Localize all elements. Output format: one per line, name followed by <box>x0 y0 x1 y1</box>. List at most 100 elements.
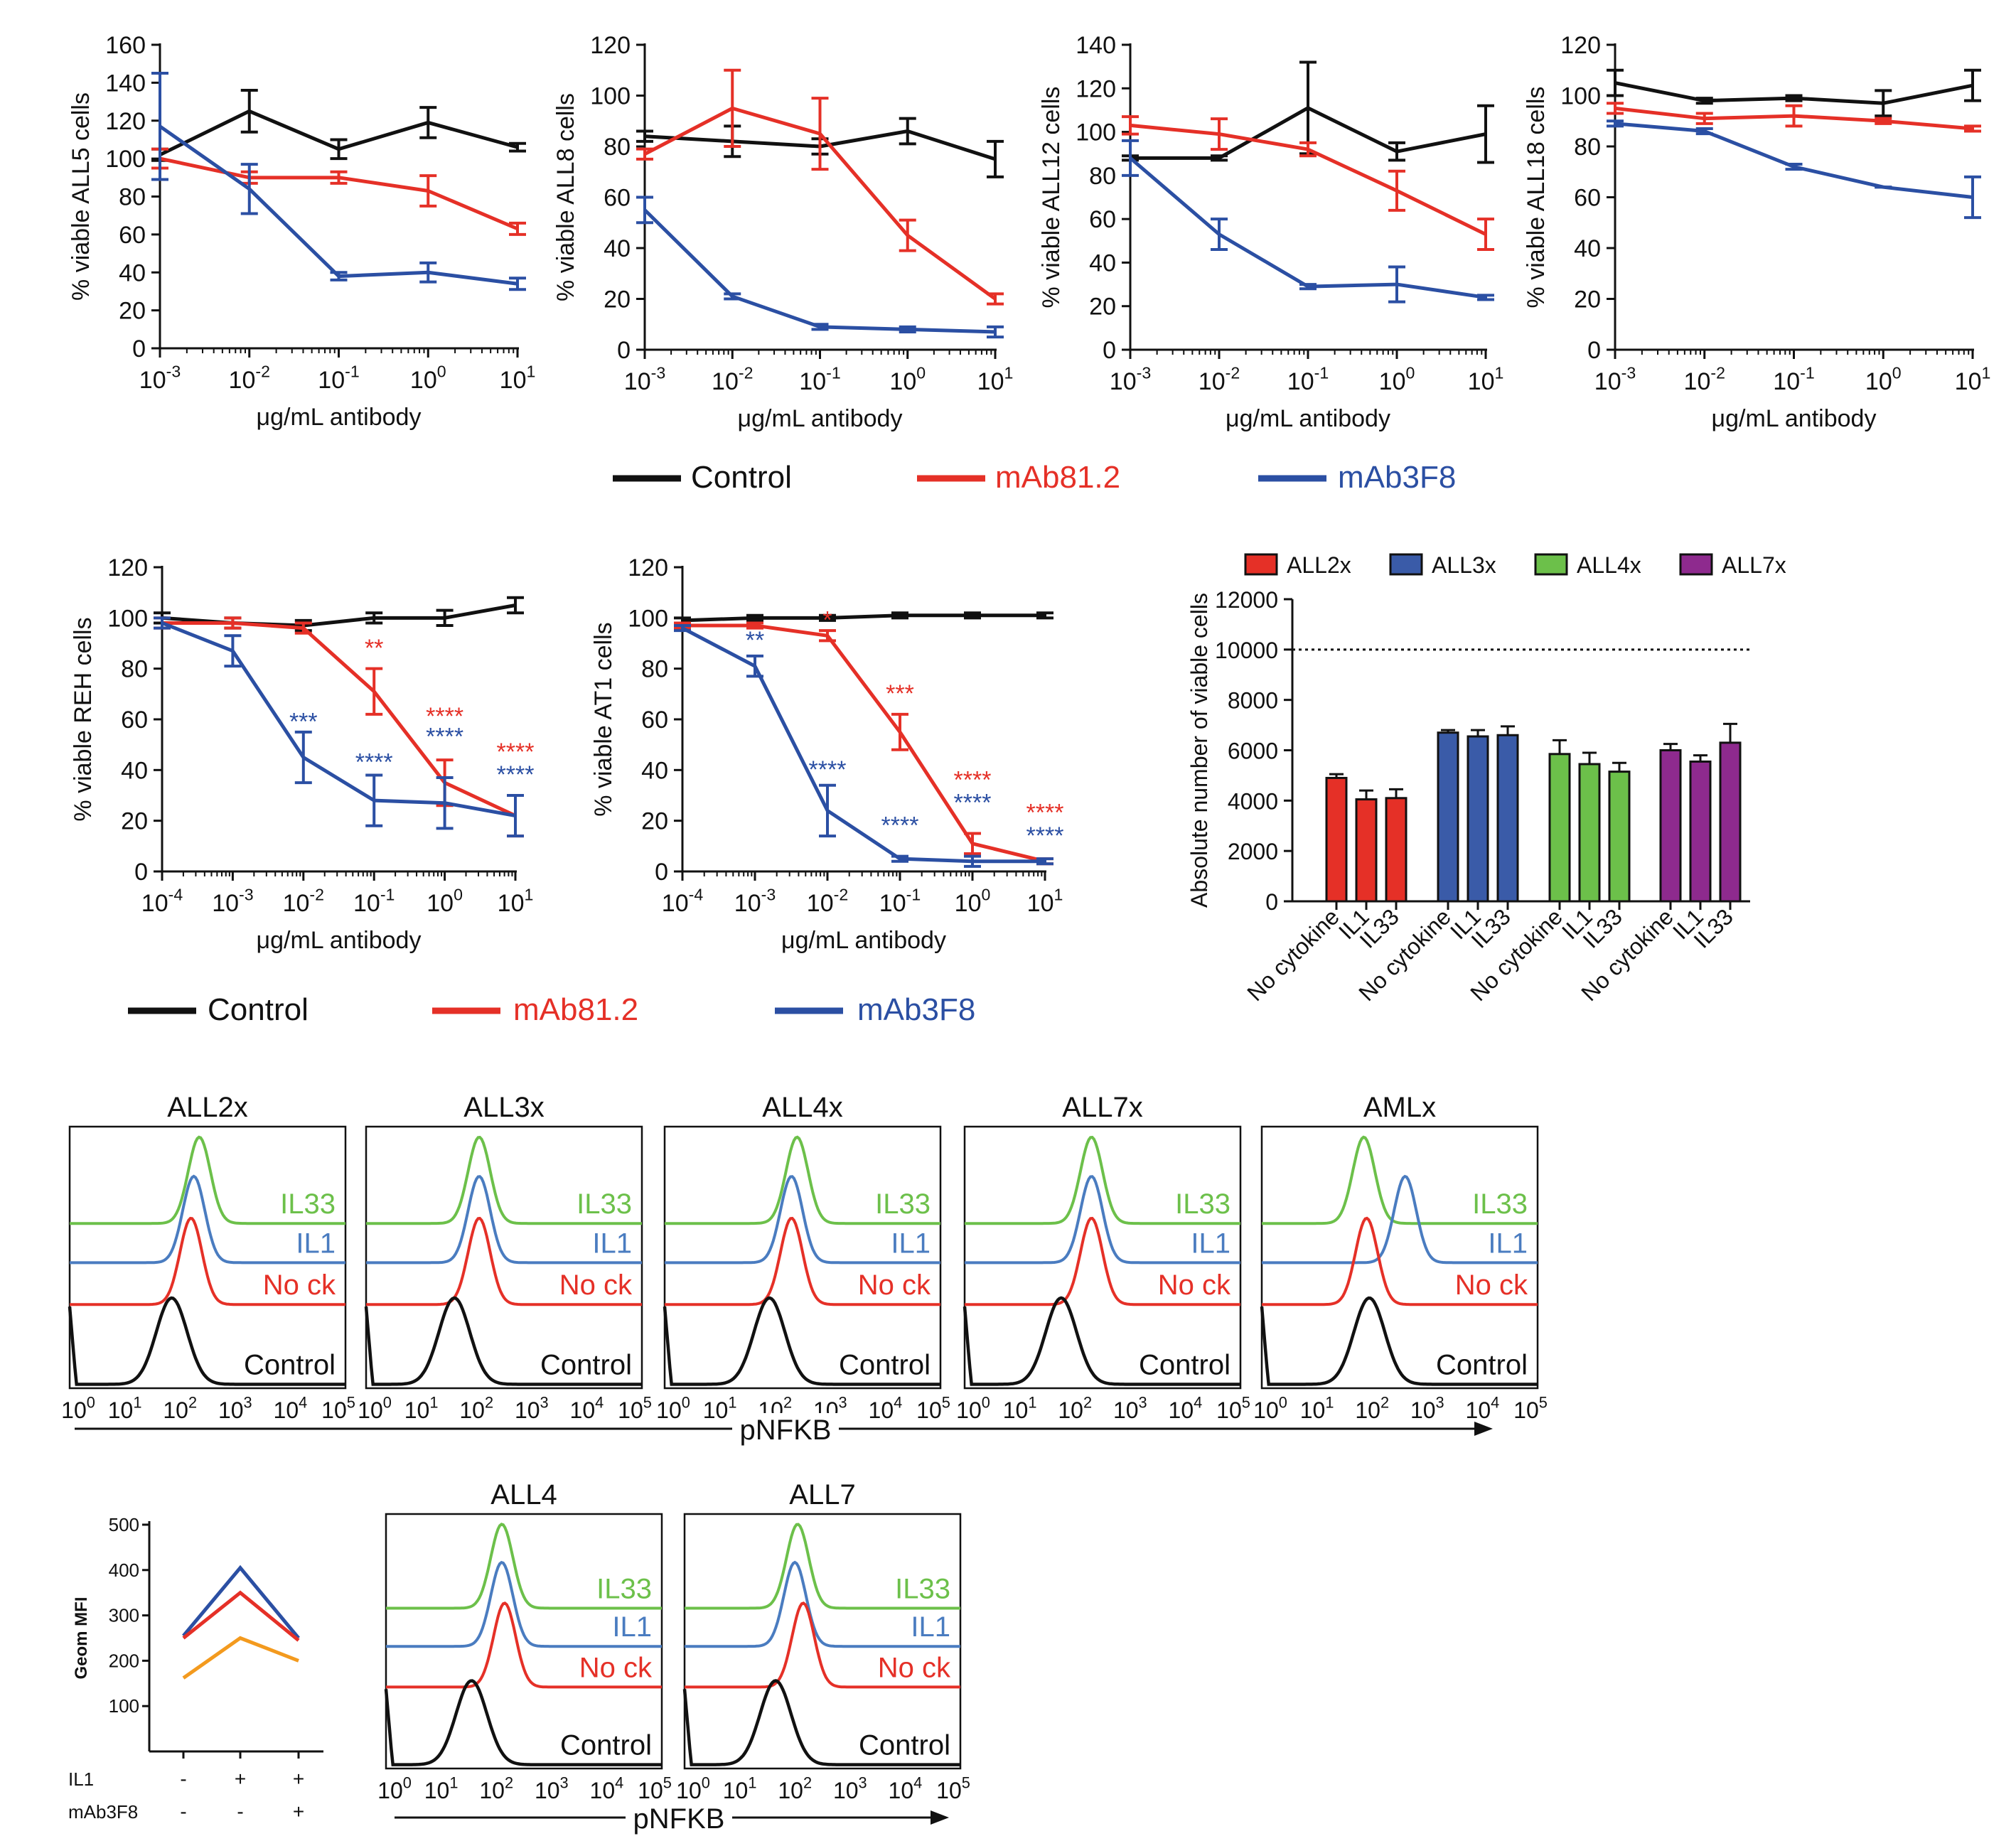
data-point-mab81 <box>509 221 526 236</box>
tick-exp: 0 <box>437 363 446 381</box>
tick-base: 10 <box>61 1397 87 1423</box>
y-tick-label: 40 <box>604 235 631 262</box>
bar <box>1467 735 1489 903</box>
legend-swatch <box>1679 553 1713 576</box>
data-point-mab3f8 <box>1122 139 1139 177</box>
tick-base: 10 <box>1379 368 1406 395</box>
y-tick-label: 100 <box>105 146 146 173</box>
x-tick-label: 102 <box>778 1774 812 1803</box>
data-point-mab3f8 <box>507 794 524 838</box>
trace-label-il1: IL1 <box>891 1228 931 1259</box>
tick-exp: 5 <box>1539 1394 1548 1412</box>
series-line-mab3f8 <box>1614 122 1973 199</box>
x-tick-label: 101 <box>108 1394 142 1423</box>
tick-base: 10 <box>638 1778 663 1803</box>
panel-frame <box>365 1125 643 1390</box>
data-point-mab81 <box>1299 141 1317 158</box>
y-tick-label: 100 <box>628 605 668 632</box>
tick-exp: 1 <box>1004 364 1013 382</box>
y-axis-title: % viable AT1 cells <box>590 622 617 816</box>
panel-title: ALL2x <box>167 1092 247 1123</box>
tick-base: 10 <box>723 1778 749 1803</box>
x-axis-title: μg/mL antibody <box>257 404 422 431</box>
x-tick-label: 101 <box>1027 886 1063 917</box>
histogram-il1 <box>386 1560 662 1648</box>
data-point-mab3f8 <box>240 163 258 215</box>
y-axis-title: % viable ALL8 cells <box>552 93 579 301</box>
data-point-mab81 <box>330 170 348 185</box>
x-tick-label: 105 <box>916 1394 950 1423</box>
tick-base: 10 <box>283 890 310 917</box>
histogram-il1 <box>685 1560 960 1648</box>
tick-base: 10 <box>889 1778 914 1803</box>
data-point-mab81 <box>1875 117 1892 125</box>
y-tick-label: 100 <box>107 605 148 632</box>
x-tick-label: 105 <box>321 1394 355 1423</box>
legend2-control-label: Control <box>208 992 309 1027</box>
tick-base: 10 <box>1058 1397 1083 1423</box>
y-tick-label: 40 <box>1089 249 1116 277</box>
data-point-mab3f8 <box>436 776 454 830</box>
histogram-nock <box>685 1601 960 1689</box>
chart-geom-mfi: 100 200 300 400 500 Geom MFI IL1 - + + mAb3F8 - - + <box>68 1514 323 1823</box>
data-point-mab81 <box>1695 112 1713 125</box>
tick-base: 10 <box>1594 368 1621 395</box>
data-point-mab3f8 <box>636 195 653 225</box>
tick-exp: -1 <box>1800 364 1815 382</box>
x-tick-label: 103 <box>1113 1394 1147 1423</box>
data-point-control <box>1477 104 1494 164</box>
series-line-mab81 <box>159 156 518 231</box>
y-tick-label: 100 <box>1076 119 1116 146</box>
tick-base: 10 <box>734 890 761 917</box>
data-point-mab81 <box>365 667 383 716</box>
data-point-control <box>365 611 383 625</box>
data-point-mab3f8 <box>365 773 383 827</box>
data-point-mab3f8 <box>1785 163 1803 171</box>
tick-exp: -2 <box>1226 364 1240 382</box>
data-point-mab81 <box>746 621 763 630</box>
data-point-control <box>964 611 981 620</box>
tick-exp: 3 <box>244 1394 252 1412</box>
mfi-series-line <box>182 1564 300 1640</box>
y-tick-label: 100 <box>590 83 631 110</box>
tick-base: 10 <box>141 890 168 917</box>
tick-exp: 4 <box>894 1394 902 1412</box>
tick-base: 10 <box>1287 368 1314 395</box>
y-axis-title: % viable ALL5 cells <box>68 92 95 301</box>
x-axis-title: μg/mL antibody <box>1226 405 1390 432</box>
data-point-mab81 <box>964 832 981 856</box>
data-point-mab81 <box>1122 115 1139 136</box>
tick-exp: 4 <box>1194 1394 1202 1412</box>
tick-base: 10 <box>778 1778 803 1803</box>
data-point-control <box>1211 154 1228 162</box>
tick-base: 10 <box>656 1397 682 1423</box>
data-point-mab3f8 <box>674 624 691 633</box>
data-point-control <box>899 117 916 146</box>
arrowhead <box>1474 1422 1493 1436</box>
data-point-mab3f8 <box>987 325 1004 339</box>
data-point-control <box>819 613 836 622</box>
y-tick-label: 120 <box>590 32 631 59</box>
x-axis-title: μg/mL antibody <box>1712 405 1877 432</box>
x-tick-label: 10-4 <box>141 886 183 917</box>
legend-swatch <box>1244 553 1278 576</box>
series-mab81 <box>154 616 524 838</box>
series-control <box>151 89 526 162</box>
condition-row-label: mAb3F8 <box>68 1801 138 1823</box>
series-mab81 <box>1607 102 1981 133</box>
y-tick-label: 60 <box>1089 206 1116 233</box>
data-point-control <box>1607 68 1624 97</box>
data-point-mab3f8 <box>294 730 312 785</box>
series-control <box>674 611 1053 625</box>
data-point-control <box>419 106 437 139</box>
y-tick-label: 0 <box>1265 889 1278 915</box>
condition-sign: + <box>235 1768 246 1790</box>
trace-label-nock: No ck <box>1158 1270 1231 1301</box>
x-tick-label: 100 <box>1865 364 1902 395</box>
